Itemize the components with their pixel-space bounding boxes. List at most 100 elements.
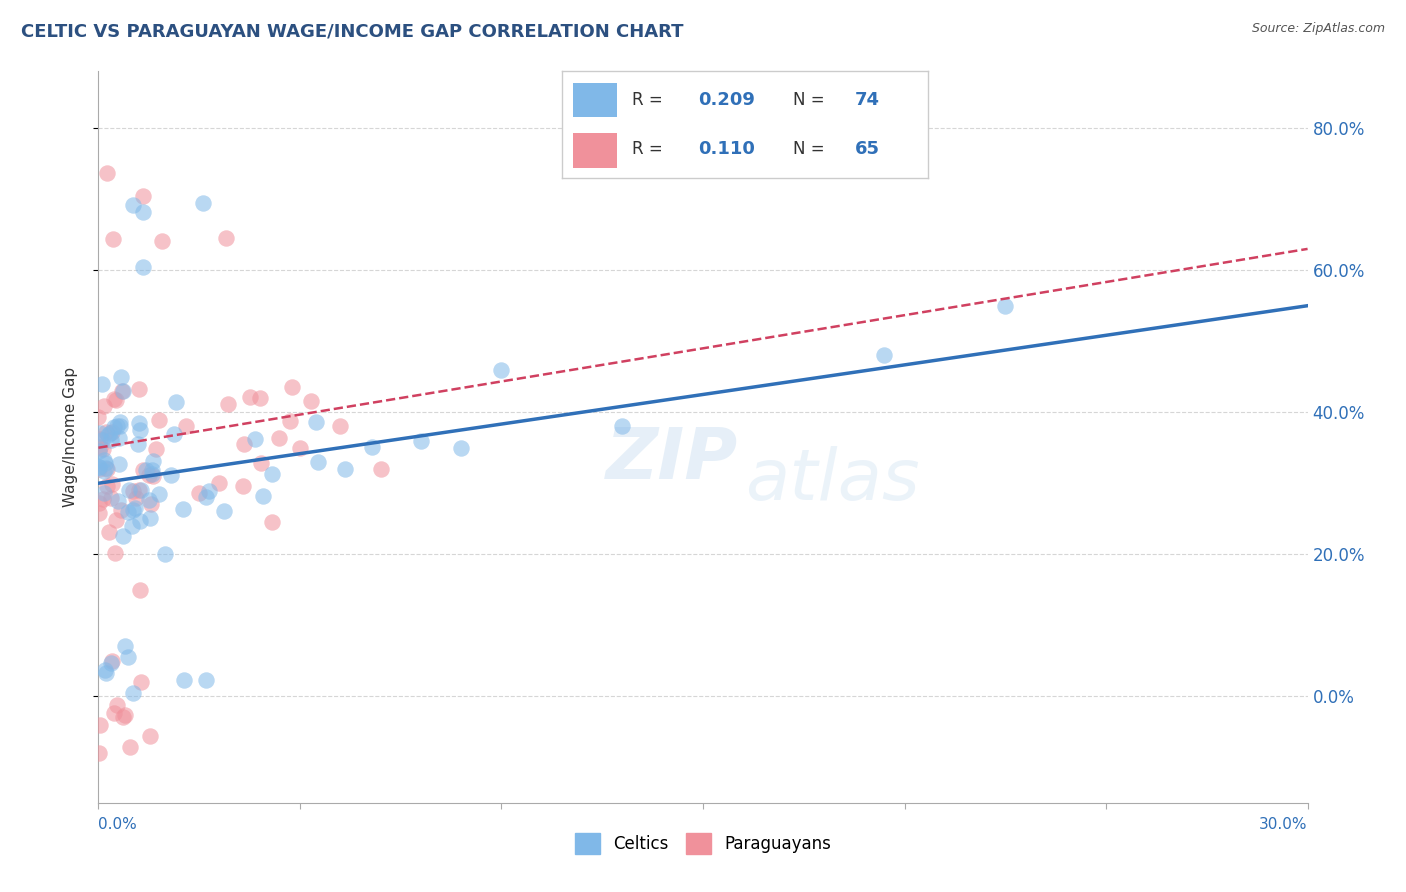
Point [166, 394, 188, 409]
Text: ZIP: ZIP [606, 425, 738, 493]
Text: N =: N = [793, 141, 830, 159]
Point [121, 198, 143, 212]
Point [173, 673, 195, 687]
Point [111, 529, 134, 543]
Point [110, 419, 132, 434]
Point [118, 483, 141, 497]
Point [89, 443, 111, 458]
Point [873, 348, 896, 362]
Point [217, 397, 239, 411]
Point [132, 189, 155, 203]
Point [103, 392, 125, 406]
Point [87, 496, 110, 510]
Point [89, 432, 111, 446]
Point [93, 452, 115, 467]
Text: CELTIC VS PARAGUAYAN WAGE/INCOME GAP CORRELATION CHART: CELTIC VS PARAGUAYAN WAGE/INCOME GAP COR… [21, 22, 683, 40]
Point [124, 501, 146, 516]
Point [335, 462, 357, 476]
Point [124, 491, 146, 506]
Point [214, 503, 236, 517]
Point [260, 515, 283, 529]
Point [105, 419, 128, 434]
Point [128, 483, 150, 498]
Point [101, 425, 124, 439]
Point [108, 416, 131, 430]
Point [195, 673, 218, 688]
Point [100, 433, 122, 447]
Point [107, 494, 129, 508]
Point [105, 698, 128, 713]
Point [141, 463, 163, 477]
Point [127, 437, 149, 451]
Point [245, 432, 267, 446]
Point [188, 485, 211, 500]
Point [103, 420, 125, 434]
Point [94, 664, 117, 678]
Point [142, 454, 165, 468]
Point [129, 582, 152, 597]
Point [280, 414, 302, 428]
Point [193, 196, 215, 211]
Point [107, 457, 129, 471]
Point [104, 546, 127, 560]
Point [87, 746, 110, 760]
Point [260, 467, 283, 481]
Text: R =: R = [631, 91, 668, 109]
Point [329, 419, 352, 434]
Point [239, 391, 262, 405]
Text: N =: N = [793, 91, 830, 109]
Text: 0.110: 0.110 [697, 141, 755, 159]
Point [128, 514, 150, 528]
Point [491, 362, 513, 376]
Point [145, 442, 167, 456]
Point [89, 718, 111, 732]
Point [97, 428, 120, 442]
Point [142, 469, 165, 483]
Point [91, 434, 114, 448]
Point [117, 504, 139, 518]
Point [128, 416, 150, 430]
Point [114, 707, 136, 722]
Point [208, 476, 231, 491]
Y-axis label: Wage/Income Gap: Wage/Income Gap [63, 367, 77, 508]
Point [233, 437, 256, 451]
Point [96, 479, 118, 493]
Point [111, 709, 134, 723]
Point [121, 518, 143, 533]
Point [111, 384, 134, 399]
Point [89, 459, 111, 474]
Point [110, 502, 132, 516]
Point [87, 461, 110, 475]
Point [232, 479, 254, 493]
Point [267, 432, 290, 446]
Legend: Celtics, Paraguayans: Celtics, Paraguayans [568, 827, 838, 860]
Point [450, 441, 472, 455]
Point [148, 413, 170, 427]
Point [160, 467, 183, 482]
Point [249, 391, 271, 405]
Text: R =: R = [631, 141, 668, 159]
Point [93, 456, 115, 470]
Point [89, 440, 111, 454]
Point [103, 706, 125, 721]
Text: Source: ZipAtlas.com: Source: ZipAtlas.com [1251, 22, 1385, 36]
Point [250, 456, 273, 470]
Point [111, 384, 134, 398]
Point [132, 260, 155, 275]
Point [307, 455, 329, 469]
Bar [574, 83, 617, 118]
Point [252, 489, 274, 503]
Text: atlas: atlas [745, 447, 920, 516]
Point [93, 486, 115, 500]
Point [176, 419, 198, 434]
Point [370, 462, 392, 476]
Point [361, 440, 384, 454]
Point [104, 393, 127, 408]
Point [138, 467, 160, 482]
Point [121, 502, 143, 516]
Point [141, 497, 163, 511]
Point [129, 423, 152, 437]
Point [90, 376, 112, 391]
Point [129, 483, 152, 498]
Point [122, 483, 145, 498]
